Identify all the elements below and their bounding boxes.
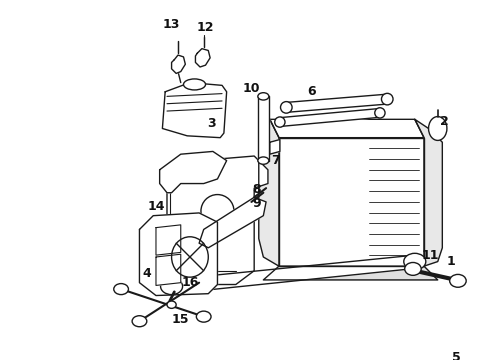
Polygon shape [156,254,181,285]
Text: 7: 7 [271,154,280,167]
Text: 15: 15 [172,313,190,326]
Ellipse shape [258,93,269,100]
Ellipse shape [375,108,385,118]
Ellipse shape [450,274,466,287]
Ellipse shape [167,301,176,309]
Ellipse shape [184,79,205,90]
Ellipse shape [258,157,269,164]
Ellipse shape [132,316,147,327]
Polygon shape [167,156,268,284]
Polygon shape [160,152,227,193]
Text: 16: 16 [181,276,198,289]
Text: 11: 11 [421,249,439,262]
Ellipse shape [405,262,421,275]
Text: 14: 14 [147,200,165,213]
Text: 1: 1 [446,255,455,268]
Polygon shape [140,213,218,296]
Polygon shape [167,255,419,294]
Polygon shape [279,108,380,126]
Polygon shape [172,55,185,73]
Text: 10: 10 [243,82,260,95]
Text: 13: 13 [163,18,180,31]
Polygon shape [199,197,266,248]
Polygon shape [162,82,227,138]
Ellipse shape [280,102,292,113]
Polygon shape [415,119,442,266]
Ellipse shape [275,117,285,127]
Text: 6: 6 [308,85,317,98]
Text: 8: 8 [253,183,261,195]
Polygon shape [259,119,279,266]
Polygon shape [263,266,438,280]
Text: 12: 12 [197,21,214,34]
Ellipse shape [114,284,128,294]
Polygon shape [196,49,210,67]
Ellipse shape [404,253,426,270]
Ellipse shape [382,93,393,105]
Ellipse shape [196,311,211,322]
Ellipse shape [429,117,447,140]
Polygon shape [156,225,181,255]
Text: 9: 9 [253,197,261,210]
Text: 3: 3 [207,117,215,130]
Ellipse shape [201,194,234,228]
Ellipse shape [161,278,183,294]
Polygon shape [286,94,388,112]
Polygon shape [270,119,424,138]
Polygon shape [258,96,269,161]
Polygon shape [279,138,424,266]
Text: 4: 4 [143,267,151,280]
Polygon shape [270,140,280,154]
Text: 5: 5 [452,351,461,360]
Text: 2: 2 [440,114,448,128]
